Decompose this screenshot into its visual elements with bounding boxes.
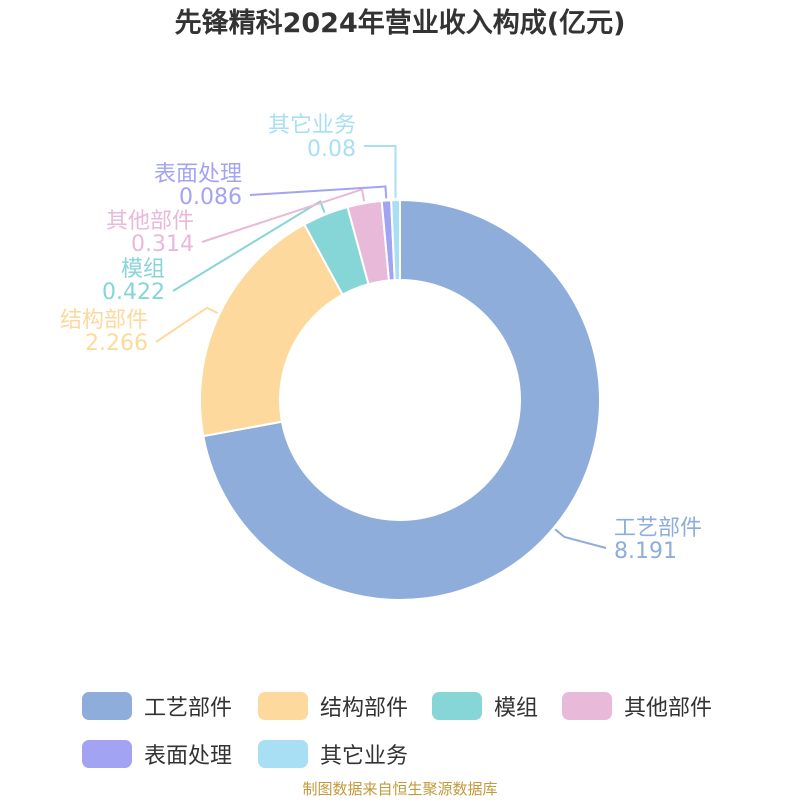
slice-工艺部件[interactable] <box>202 198 601 601</box>
data-label-name: 其它业务 <box>268 113 356 138</box>
data-label-name: 表面处理 <box>154 162 242 187</box>
chart-title: 先锋精科2024年营业收入构成(亿元) <box>174 8 626 39</box>
legend-label: 模组 <box>494 696 539 721</box>
data-label-name: 结构部件 <box>60 308 148 333</box>
legend-swatch <box>82 692 132 720</box>
slice-其它业务[interactable] <box>390 198 401 282</box>
leader-line-结构部件 <box>155 306 219 343</box>
legend-label: 其它业务 <box>320 744 409 769</box>
leader-line-工艺部件 <box>554 528 607 549</box>
leader-line-表面处理 <box>249 185 388 199</box>
data-label-name: 工艺部件 <box>614 516 702 541</box>
data-label-value: 0.422 <box>102 280 165 305</box>
legend-item-工艺部件[interactable]: 工艺部件 <box>82 690 232 722</box>
legend-label: 表面处理 <box>144 744 233 769</box>
legend-label: 工艺部件 <box>144 696 233 721</box>
data-label-value: 0.314 <box>131 232 194 257</box>
data-label-value: 2.266 <box>85 331 148 356</box>
legend-label: 结构部件 <box>320 696 409 721</box>
data-label-value: 0.08 <box>307 137 356 162</box>
legend-item-结构部件[interactable]: 结构部件 <box>258 690 408 722</box>
data-label-value: 8.191 <box>614 539 677 564</box>
donut-chart: 工艺部件8.191结构部件2.266模组0.422其他部件0.314表面处理0.… <box>60 113 702 601</box>
legend-swatch <box>258 740 308 768</box>
legend-item-模组[interactable]: 模组 <box>432 690 538 722</box>
legend-item-其他部件[interactable]: 其他部件 <box>562 690 712 722</box>
data-label-value: 0.086 <box>179 185 242 210</box>
leader-line-其它业务 <box>364 145 397 199</box>
data-label-name: 模组 <box>121 257 165 282</box>
legend-swatch <box>258 692 308 720</box>
source-note: 制图数据来自恒生聚源数据库 <box>302 780 498 798</box>
slice-结构部件[interactable] <box>199 223 344 438</box>
legend-swatch <box>82 740 132 768</box>
leader-line-模组 <box>172 199 326 292</box>
leader-line-其他部件 <box>201 188 366 243</box>
data-label-name: 其他部件 <box>106 209 194 234</box>
legend-label: 其他部件 <box>624 696 713 721</box>
legend-item-表面处理[interactable]: 表面处理 <box>82 738 232 770</box>
legend-swatch <box>432 692 482 720</box>
legend-swatch <box>562 692 612 720</box>
legend-item-其它业务[interactable]: 其它业务 <box>258 738 408 770</box>
